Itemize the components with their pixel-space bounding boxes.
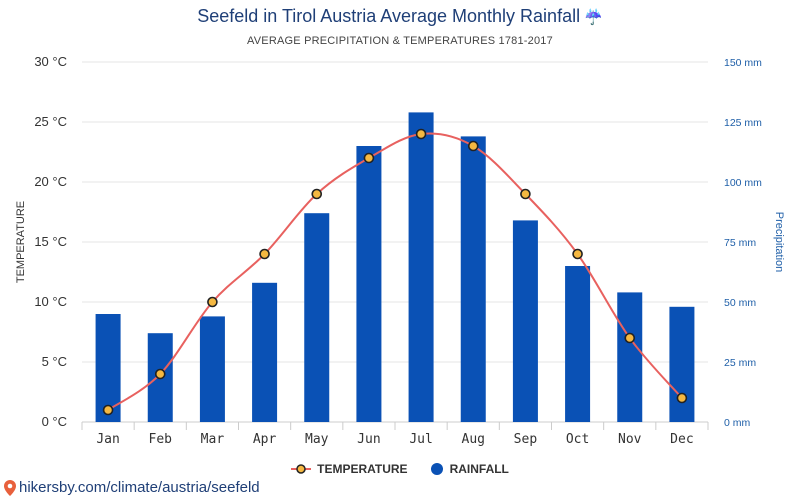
temperature-point[interactable] bbox=[467, 140, 479, 152]
rainfall-bar[interactable] bbox=[199, 316, 225, 422]
left-tick-label: 5 °C bbox=[42, 354, 67, 369]
x-tick-label: Jan bbox=[96, 432, 119, 447]
x-tick-label: Aug bbox=[462, 432, 485, 447]
chart-title-text: Seefeld in Tirol Austria Average Monthly… bbox=[197, 6, 581, 26]
temperature-point[interactable] bbox=[572, 248, 583, 260]
axes: 0 °C 5 °C 10 °C 15 °C 20 °C 25 °C 30 °C 0 mm 25 … bbox=[15, 54, 785, 447]
temperature-point[interactable] bbox=[676, 392, 688, 404]
left-tick-label: 10 °C bbox=[34, 294, 67, 309]
temperature-line-group bbox=[102, 128, 688, 416]
chart-title: Seefeld in Tirol Austria Average Monthly… bbox=[0, 6, 800, 27]
rainfall-bar[interactable] bbox=[617, 292, 643, 422]
temperature-point[interactable] bbox=[259, 248, 270, 260]
rainfall-bars bbox=[95, 112, 695, 423]
grid-lines bbox=[82, 61, 708, 423]
left-tick-label: 15 °C bbox=[34, 234, 67, 249]
rainfall-bar[interactable] bbox=[252, 282, 278, 422]
temperature-point[interactable] bbox=[154, 368, 166, 380]
left-tick-label: 0 °C bbox=[42, 414, 67, 429]
temperature-legend-icon bbox=[291, 464, 312, 474]
x-tick-label: Feb bbox=[149, 432, 173, 447]
right-tick-label: 25 mm bbox=[724, 357, 756, 369]
x-tick-label: Dec bbox=[670, 432, 693, 447]
x-tick-label: May bbox=[305, 432, 329, 447]
right-tick-label: 150 mm bbox=[724, 57, 762, 69]
left-tick-label: 25 °C bbox=[34, 114, 67, 129]
x-tick-label: Nov bbox=[618, 432, 642, 447]
x-tick-label: Mar bbox=[201, 432, 225, 447]
map-pin-icon bbox=[4, 479, 16, 496]
x-tick-label: Apr bbox=[253, 432, 277, 447]
legend-temperature[interactable]: TEMPERATURE bbox=[291, 462, 408, 476]
legend-rainfall-label: RAINFALL bbox=[449, 462, 509, 476]
right-tick-label: 50 mm bbox=[724, 297, 756, 309]
legend-rainfall[interactable]: RAINFALL bbox=[430, 462, 509, 476]
right-tick-label: 75 mm bbox=[724, 237, 756, 249]
rainfall-bar[interactable] bbox=[460, 136, 486, 422]
temperature-point[interactable] bbox=[207, 296, 218, 308]
rainfall-bar[interactable] bbox=[669, 306, 695, 422]
temperature-line bbox=[107, 132, 683, 411]
rainfall-bar[interactable] bbox=[356, 146, 382, 422]
source-text: hikersby.com/climate/austria/seefeld bbox=[19, 479, 260, 496]
left-axis-title: TEMPERATURE bbox=[15, 201, 27, 283]
legend-temperature-label: TEMPERATURE bbox=[317, 462, 408, 476]
rainfall-legend-icon bbox=[430, 463, 443, 475]
chart-subtitle: AVERAGE PRECIPITATION & TEMPERATURES 178… bbox=[247, 35, 553, 47]
right-axis-title: Precipitation bbox=[773, 212, 785, 273]
rainfall-bar[interactable] bbox=[304, 213, 330, 422]
left-tick-label: 20 °C bbox=[34, 174, 67, 189]
x-tick-label: Oct bbox=[566, 432, 589, 447]
right-tick-label: 0 mm bbox=[724, 417, 751, 429]
x-tick-label: Jul bbox=[409, 432, 432, 447]
x-tick-label: Jun bbox=[357, 432, 380, 447]
temperature-point[interactable] bbox=[415, 128, 427, 140]
source-link[interactable]: hikersby.com/climate/austria/seefeld bbox=[4, 479, 260, 496]
rainfall-bar[interactable] bbox=[512, 220, 538, 422]
x-tick-label: Sep bbox=[514, 432, 538, 447]
temperature-point[interactable] bbox=[520, 188, 531, 200]
right-tick-label: 125 mm bbox=[724, 117, 762, 129]
left-tick-label: 30 °C bbox=[34, 54, 67, 69]
chart-legend: TEMPERATURE RAINFALL bbox=[0, 462, 800, 476]
temperature-point[interactable] bbox=[624, 332, 636, 344]
rainfall-bar[interactable] bbox=[565, 266, 591, 422]
temperature-point[interactable] bbox=[363, 152, 375, 164]
right-tick-label: 100 mm bbox=[724, 177, 762, 189]
umbrella-icon: ☔ bbox=[584, 9, 603, 26]
rainfall-bar[interactable] bbox=[408, 112, 434, 423]
temperature-point[interactable] bbox=[311, 188, 323, 200]
temperature-point[interactable] bbox=[102, 404, 114, 416]
